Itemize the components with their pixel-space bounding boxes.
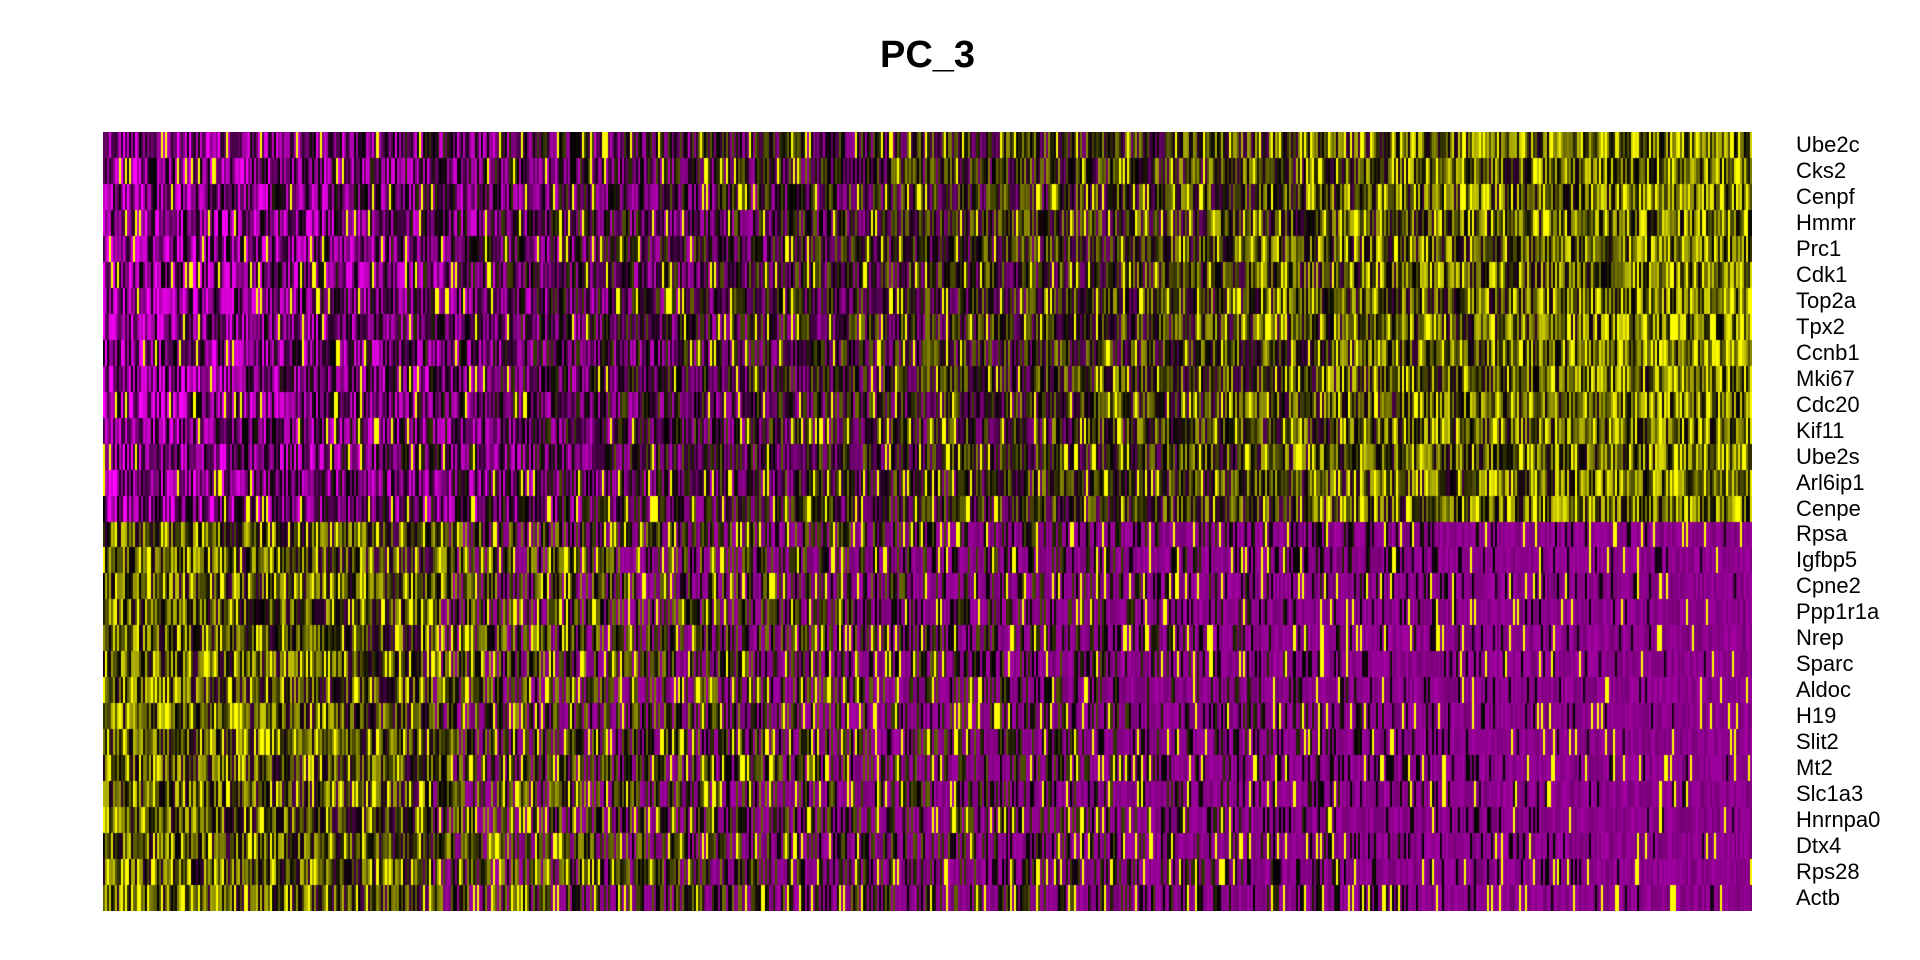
gene-label-list: Ube2c Cks2 Cenpf Hmmr Prc1 Cdk1 Top2a Tpx2 Ccnb1… — [1796, 132, 1916, 911]
gene-label-nrep: Nrep — [1796, 625, 1844, 651]
gene-label-ppp1r1a: Ppp1r1a — [1796, 599, 1880, 625]
gene-label-slc1a3: Slc1a3 — [1796, 781, 1864, 807]
gene-label-rps28: Rps28 — [1796, 859, 1860, 885]
gene-label-mt2: Mt2 — [1796, 755, 1833, 781]
gene-label-ccnb1: Ccnb1 — [1796, 339, 1860, 365]
gene-label-h19: H19 — [1796, 703, 1837, 729]
gene-label-prc1: Prc1 — [1796, 235, 1842, 261]
gene-label-dtx4: Dtx4 — [1796, 833, 1842, 859]
heatmap-plot — [103, 132, 1752, 911]
gene-label-aldoc: Aldoc — [1796, 677, 1852, 703]
gene-label-cdc20: Cdc20 — [1796, 391, 1860, 417]
gene-label-ube2c: Ube2c — [1796, 131, 1860, 157]
gene-label-igfbp5: Igfbp5 — [1796, 547, 1858, 573]
gene-label-hnrnpa0: Hnrnpa0 — [1796, 807, 1881, 833]
gene-label-kif11: Kif11 — [1796, 417, 1845, 443]
gene-label-top2a: Top2a — [1796, 287, 1856, 313]
gene-label-tpx2: Tpx2 — [1796, 313, 1845, 339]
gene-label-slit2: Slit2 — [1796, 729, 1839, 755]
gene-label-cenpf: Cenpf — [1796, 183, 1855, 209]
gene-label-hmmr: Hmmr — [1796, 209, 1856, 235]
gene-label-mki67: Mki67 — [1796, 365, 1855, 391]
gene-label-rpsa: Rpsa — [1796, 521, 1848, 547]
gene-label-actb: Actb — [1796, 885, 1841, 911]
gene-label-arl6ip1: Arl6ip1 — [1796, 469, 1865, 495]
gene-label-cdk1: Cdk1 — [1796, 261, 1848, 287]
gene-label-cpne2: Cpne2 — [1796, 573, 1861, 599]
gene-label-cenpe: Cenpe — [1796, 495, 1861, 521]
gene-label-ube2s: Ube2s — [1796, 443, 1860, 469]
chart-title: PC_3 — [879, 34, 976, 76]
gene-label-sparc: Sparc — [1796, 651, 1854, 677]
gene-label-cks2: Cks2 — [1796, 157, 1847, 183]
